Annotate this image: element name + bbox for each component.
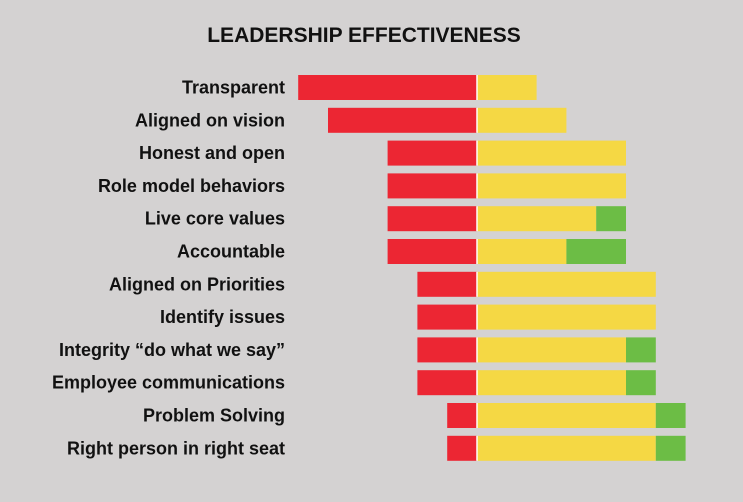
- bar-series-1-4: [477, 206, 597, 232]
- bar-series-2-9: [626, 370, 656, 396]
- bar-series-1-11: [477, 435, 656, 461]
- bar-series-0-1: [328, 107, 477, 133]
- bar-series-1-2: [477, 140, 626, 166]
- bar-series-2-4: [596, 206, 626, 232]
- bar-series-0-8: [417, 337, 477, 363]
- category-label: Role model behaviors: [98, 176, 285, 196]
- category-label: Integrity “do what we say”: [59, 340, 285, 360]
- bar-series-0-11: [447, 435, 477, 461]
- bar-series-1-5: [477, 239, 567, 264]
- category-label: Transparent: [182, 78, 285, 98]
- bar-series-1-10: [477, 403, 656, 428]
- bar-series-0-10: [447, 403, 477, 428]
- bar-series-2-5: [566, 239, 626, 264]
- bar-series-1-8: [477, 337, 626, 363]
- category-label: Honest and open: [139, 143, 285, 163]
- bar-series-1-0: [477, 75, 537, 100]
- bar-series-1-7: [477, 304, 656, 330]
- category-label: Aligned on vision: [135, 110, 285, 130]
- category-label: Accountable: [177, 242, 285, 262]
- chart-title: LEADERSHIP EFFECTIVENESS: [207, 24, 521, 47]
- bar-series-1-3: [477, 173, 626, 199]
- category-label: Aligned on Priorities: [109, 274, 285, 294]
- bar-series-0-7: [417, 304, 477, 330]
- bar-series-2-8: [626, 337, 656, 363]
- category-label: Right person in right seat: [67, 438, 285, 458]
- category-label: Employee communications: [52, 373, 285, 393]
- bar-series-2-10: [655, 403, 686, 428]
- bar-series-1-9: [477, 370, 626, 396]
- bar-series-0-3: [387, 173, 477, 199]
- category-label: Identify issues: [160, 307, 285, 327]
- bar-series-0-2: [387, 140, 477, 166]
- bar-series-1-1: [477, 107, 567, 133]
- bar-series-0-4: [387, 206, 477, 232]
- bar-series-1-6: [477, 271, 656, 297]
- category-label: Live core values: [145, 209, 285, 229]
- bar-series-2-11: [655, 435, 686, 461]
- bar-series-0-0: [298, 75, 477, 100]
- bar-series-0-6: [417, 271, 477, 297]
- bar-series-0-9: [417, 370, 477, 396]
- category-label: Problem Solving: [143, 406, 285, 426]
- bar-series-0-5: [387, 239, 477, 264]
